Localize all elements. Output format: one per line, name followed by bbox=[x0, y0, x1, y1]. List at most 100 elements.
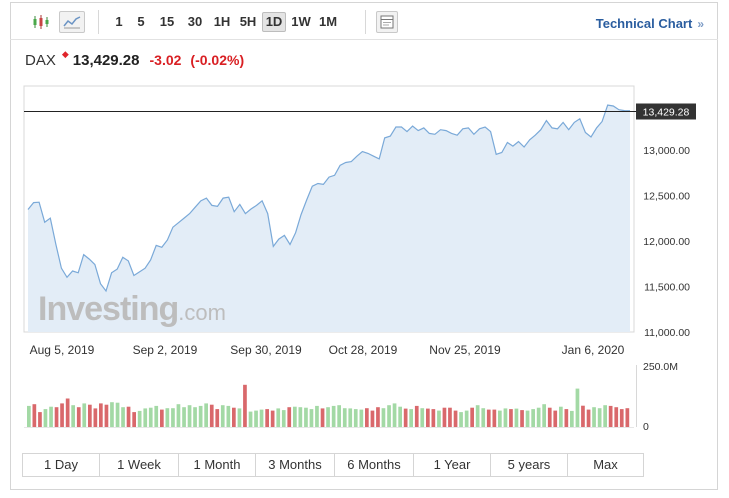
range-selector: 1 Day 1 Week 1 Month 3 Months 6 Months 1 Year… bbox=[22, 453, 644, 477]
range-5-years[interactable]: 5 years bbox=[491, 454, 568, 476]
volume-bar bbox=[586, 409, 591, 427]
volume-bar bbox=[27, 405, 31, 427]
volume-bar bbox=[171, 408, 175, 427]
volume-bar bbox=[470, 407, 474, 427]
volume-bar bbox=[437, 410, 441, 427]
timeframe-5h[interactable]: 5H bbox=[239, 14, 257, 29]
range-1-week[interactable]: 1 Week bbox=[100, 454, 179, 476]
candlestick-chart-icon[interactable] bbox=[32, 11, 50, 33]
volume-bar bbox=[547, 407, 552, 427]
volume-bar bbox=[60, 403, 64, 427]
timeframe-15[interactable]: 15 bbox=[159, 14, 175, 29]
volume-bar bbox=[220, 405, 225, 427]
volume-bar bbox=[32, 404, 37, 427]
volume-tick-label: 0 bbox=[643, 421, 649, 433]
x-tick-label: Sep 30, 2019 bbox=[230, 343, 302, 357]
volume-bar bbox=[315, 405, 319, 427]
volume-bar bbox=[486, 409, 491, 427]
volume-bar bbox=[597, 408, 602, 427]
volume-bar bbox=[276, 408, 281, 427]
volume-bar bbox=[248, 411, 253, 427]
toolbar-divider bbox=[365, 10, 366, 34]
volume-bar bbox=[65, 398, 70, 427]
volume-bar bbox=[514, 408, 519, 427]
volume-bar bbox=[603, 405, 607, 427]
volume-bar bbox=[160, 409, 164, 427]
volume-bar bbox=[326, 407, 330, 427]
technical-chart-label: Technical Chart bbox=[595, 16, 693, 31]
area-chart-icon[interactable] bbox=[59, 11, 85, 33]
volume-bar bbox=[420, 408, 425, 427]
volume-bar bbox=[337, 405, 341, 427]
volume-bar bbox=[520, 410, 524, 427]
volume-bar bbox=[38, 412, 42, 427]
volume-bar bbox=[281, 410, 286, 427]
volume-bar bbox=[536, 407, 541, 427]
volume-bar bbox=[115, 402, 120, 427]
volume-bar bbox=[304, 407, 308, 427]
x-tick-label: Nov 25, 2019 bbox=[429, 343, 501, 357]
y-tick-label: 12,500.00 bbox=[643, 190, 690, 202]
volume-tick-label: 250.0M bbox=[643, 361, 678, 373]
volume-bar bbox=[265, 409, 269, 427]
volume-bar bbox=[376, 407, 380, 427]
technical-chart-link[interactable]: Technical Chart » bbox=[596, 16, 704, 31]
volume-bar bbox=[182, 407, 186, 427]
volume-bar bbox=[243, 384, 247, 427]
range-1-year[interactable]: 1 Year bbox=[414, 454, 491, 476]
volume-bar bbox=[448, 407, 452, 427]
volume-bar bbox=[464, 410, 469, 427]
volume-bar bbox=[359, 409, 364, 427]
market-status-diamond-icon: ◆ bbox=[61, 49, 69, 59]
volume-bar bbox=[193, 407, 197, 427]
y-tick-label: 12,000.00 bbox=[643, 236, 690, 248]
timeframe-1d[interactable]: 1D bbox=[262, 12, 286, 32]
volume-bar bbox=[204, 403, 208, 427]
y-tick-label: 11,000.00 bbox=[644, 327, 690, 339]
volume-bar bbox=[88, 404, 92, 427]
x-tick-label: Sep 2, 2019 bbox=[133, 343, 198, 357]
volume-bar bbox=[503, 408, 508, 427]
timeframe-1m[interactable]: 1M bbox=[318, 14, 338, 29]
volume-bar bbox=[126, 406, 131, 427]
volume-bar bbox=[409, 409, 413, 427]
window-layout-icon[interactable] bbox=[376, 11, 398, 33]
timeframe-1w[interactable]: 1W bbox=[291, 14, 311, 29]
volume-bar bbox=[148, 407, 153, 427]
last-price: 13,429.28 bbox=[72, 52, 140, 69]
y-tick-label: 13,000.00 bbox=[643, 145, 690, 157]
volume-bar bbox=[165, 408, 170, 427]
double-chevron-right-icon: » bbox=[697, 17, 704, 31]
timeframe-1[interactable]: 1 bbox=[115, 14, 123, 29]
range-1-month[interactable]: 1 Month bbox=[179, 454, 256, 476]
volume-bar bbox=[608, 405, 613, 427]
timeframe-1h[interactable]: 1H bbox=[213, 14, 231, 29]
volume-bar bbox=[592, 407, 596, 427]
volume-bar bbox=[331, 405, 336, 427]
volume-bar bbox=[209, 404, 214, 427]
volume-bar bbox=[270, 410, 275, 427]
volume-bar bbox=[353, 409, 358, 427]
volume-bar bbox=[365, 408, 369, 427]
volume-bar bbox=[542, 404, 546, 427]
volume-bar bbox=[82, 403, 87, 427]
volume-bar bbox=[287, 407, 292, 427]
timeframe-5[interactable]: 5 bbox=[137, 14, 145, 29]
volume-bar bbox=[387, 405, 391, 427]
range-6-months[interactable]: 6 Months bbox=[335, 454, 414, 476]
range-max[interactable]: Max bbox=[593, 457, 618, 472]
volume-bar bbox=[453, 410, 458, 427]
volume-bar bbox=[121, 407, 125, 427]
range-3-months[interactable]: 3 Months bbox=[256, 454, 335, 476]
volume-bar bbox=[176, 404, 181, 427]
volume-bar bbox=[110, 402, 114, 427]
volume-bar bbox=[492, 409, 497, 427]
volume-bar bbox=[348, 408, 353, 427]
volume-bar bbox=[137, 410, 142, 427]
volume-bar bbox=[71, 405, 75, 427]
timeframe-30[interactable]: 30 bbox=[187, 14, 203, 29]
volume-bar bbox=[49, 406, 53, 427]
range-1-day[interactable]: 1 Day bbox=[23, 454, 100, 476]
volume-bar bbox=[143, 408, 148, 427]
